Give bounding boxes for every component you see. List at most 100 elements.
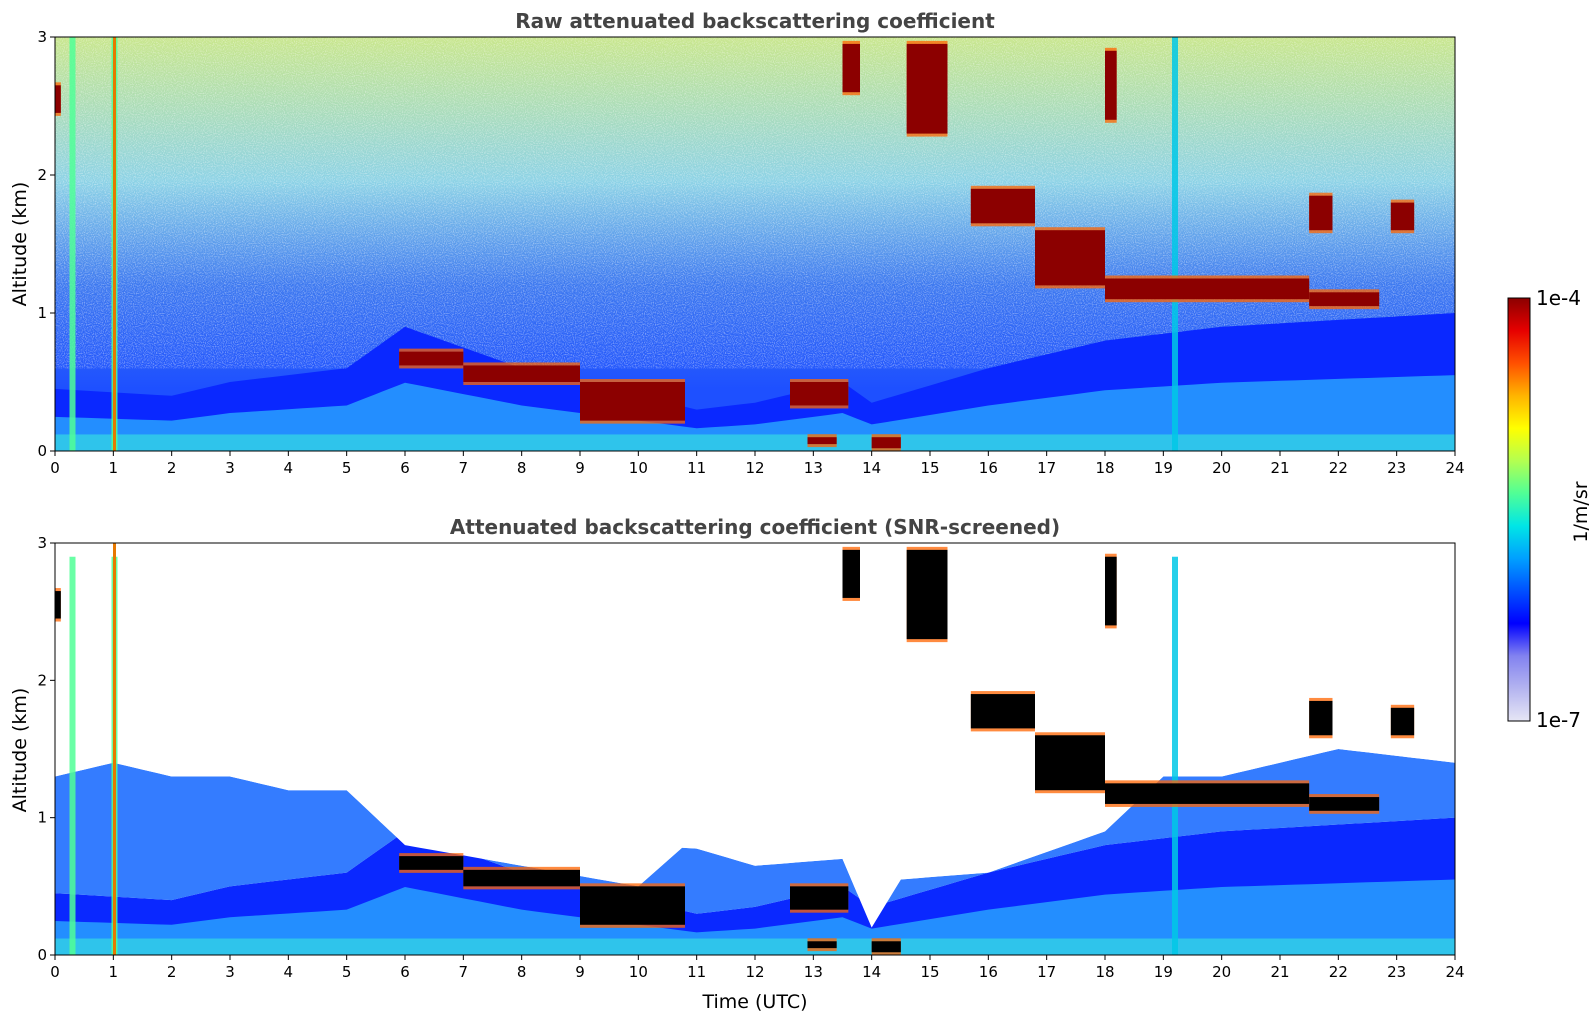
- x-tick-label: 16: [979, 963, 998, 981]
- cloud-layer: [55, 591, 61, 619]
- x-tick-label: 2: [167, 459, 177, 477]
- y-tick-label: 2: [37, 671, 47, 689]
- boundary-layer-core: [55, 375, 1455, 451]
- x-tick-label: 24: [1445, 963, 1464, 981]
- colorbar-unit-label: 1/m/sr: [1570, 481, 1592, 542]
- x-tick-label: 12: [745, 963, 764, 981]
- x-tick-label: 8: [517, 459, 527, 477]
- x-tick-label: 23: [1387, 459, 1406, 477]
- colorbar-max-label: 1e-4: [1536, 286, 1581, 310]
- raw-backscatter-panel: Raw attenuated backscattering coefficien…: [9, 9, 1465, 477]
- x-tick-label: 3: [225, 459, 235, 477]
- cloud-layer: [807, 437, 837, 445]
- x-tick-label: 10: [629, 459, 648, 477]
- aerosol-plume: [69, 37, 76, 451]
- panel2-ylabel: Altitude (km): [9, 688, 31, 813]
- x-tick-label: 17: [1037, 963, 1056, 981]
- cloud-layer: [906, 549, 948, 640]
- x-tick-label: 6: [400, 963, 410, 981]
- x-tick-label: 19: [1154, 963, 1173, 981]
- x-tick-label: 0: [50, 459, 60, 477]
- cloud-layer: [1390, 202, 1415, 231]
- x-tick-label: 20: [1212, 459, 1231, 477]
- x-tick-label: 20: [1212, 963, 1231, 981]
- x-tick-label: 21: [1270, 459, 1289, 477]
- x-tick-label: 12: [745, 459, 764, 477]
- panel2-xlabel: Time (UTC): [701, 991, 807, 1013]
- x-tick-label: 13: [804, 963, 823, 981]
- cloud-layer: [1309, 292, 1380, 307]
- y-tick-label: 3: [37, 28, 47, 46]
- x-tick-label: 21: [1270, 963, 1289, 981]
- cloud-layer: [1105, 556, 1117, 626]
- y-tick-label: 1: [37, 809, 47, 827]
- cloud-layer: [463, 869, 580, 887]
- cloud-layer: [970, 694, 1035, 729]
- x-tick-label: 14: [862, 459, 881, 477]
- cloud-layer: [399, 351, 464, 366]
- cloud-layer: [807, 941, 837, 949]
- screened-backscatter-heatmap: [55, 543, 1455, 955]
- panel1-ylabel: Altitude (km): [9, 182, 31, 307]
- x-tick-label: 10: [629, 963, 648, 981]
- noise-speckle: [55, 37, 1455, 369]
- panel2-y-axis: 0 1 2 3: [37, 534, 55, 964]
- colorbar: 1e-4 1e-7 1/m/sr: [1507, 286, 1592, 732]
- cloud-layer: [580, 886, 685, 925]
- panel2-title: Attenuated backscattering coefficient (S…: [450, 515, 1060, 539]
- surface-layer: [55, 938, 1455, 955]
- panel1-x-axis: 0 1 2 3 4 5 6 7 8 9 10 11 12 13 14 15 16 17 18 19 20 21 22 23 24: [50, 451, 1465, 477]
- cloud-layer: [1035, 230, 1105, 286]
- cloud-layer: [1105, 783, 1193, 804]
- aerosol-plume-core: [113, 37, 116, 451]
- colorbar-min-label: 1e-7: [1536, 708, 1581, 732]
- boundary-layer-core: [55, 879, 1455, 955]
- colorbar-scale: [1507, 297, 1531, 722]
- cloud-layer: [580, 382, 685, 421]
- aerosol-plume: [1172, 556, 1178, 955]
- cloud-layer: [1192, 783, 1310, 804]
- cloud-layer: [1390, 707, 1415, 736]
- cloud-layer: [842, 43, 860, 93]
- panel1-y-axis: 0 1 2 3: [37, 28, 55, 460]
- x-tick-label: 15: [920, 963, 939, 981]
- aerosol-plume-core: [113, 543, 116, 955]
- screened-out-region: [55, 543, 1455, 928]
- cloud-layer: [1309, 700, 1333, 736]
- cloud-layer: [463, 365, 580, 382]
- x-tick-label: 5: [342, 459, 352, 477]
- x-tick-label: 4: [284, 963, 294, 981]
- x-tick-label: 18: [1095, 459, 1114, 477]
- x-tick-label: 9: [575, 963, 585, 981]
- x-tick-label: 15: [920, 459, 939, 477]
- x-tick-label: 19: [1154, 459, 1173, 477]
- x-tick-label: 18: [1095, 963, 1114, 981]
- panel2-x-axis: 0 1 2 3 4 5 6 7 8 9 10 11 12 13 14 15 16 17 18 19 20 21 22 23 24: [50, 955, 1465, 981]
- aerosol-plume: [69, 556, 76, 955]
- cloud-layer: [871, 437, 901, 449]
- x-tick-label: 22: [1329, 963, 1348, 981]
- x-tick-label: 1: [109, 963, 119, 981]
- x-tick-label: 0: [50, 963, 60, 981]
- x-tick-label: 22: [1329, 459, 1348, 477]
- raw-backscatter-heatmap: [55, 37, 1455, 451]
- x-tick-label: 14: [862, 963, 881, 981]
- y-tick-label: 1: [37, 304, 47, 322]
- cloud-layer: [790, 382, 849, 406]
- x-tick-label: 11: [687, 963, 706, 981]
- cloud-layer: [1105, 50, 1117, 120]
- cloud-layer: [1035, 735, 1105, 791]
- surface-layer: [55, 434, 1455, 451]
- x-tick-label: 13: [804, 459, 823, 477]
- cloud-layer: [842, 549, 860, 598]
- y-tick-label: 0: [37, 442, 47, 460]
- cloud-layer: [399, 856, 464, 870]
- cloud-layer: [1192, 278, 1310, 300]
- y-tick-label: 0: [37, 946, 47, 964]
- x-tick-label: 1: [109, 459, 119, 477]
- x-tick-label: 11: [687, 459, 706, 477]
- x-tick-label: 3: [225, 963, 235, 981]
- x-tick-label: 17: [1037, 459, 1056, 477]
- x-tick-label: 7: [459, 963, 469, 981]
